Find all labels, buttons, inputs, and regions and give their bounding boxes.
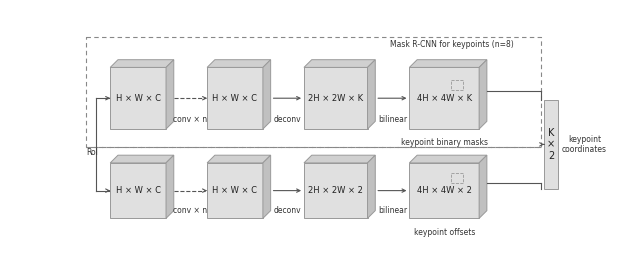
Polygon shape [410,60,487,67]
Text: K
×
2: K × 2 [547,128,556,161]
Text: H × W × C: H × W × C [116,186,161,195]
Polygon shape [304,67,367,129]
Polygon shape [367,155,375,218]
Polygon shape [110,163,166,218]
Text: H × W × C: H × W × C [212,94,257,103]
Polygon shape [207,163,263,218]
Polygon shape [263,60,271,129]
Bar [86,37,541,147]
Text: 4H × 4W × K: 4H × 4W × K [417,94,472,103]
Polygon shape [110,67,166,129]
Text: RoI: RoI [86,148,98,157]
Text: deconv: deconv [273,206,301,215]
Polygon shape [110,60,174,67]
Bar [451,173,463,183]
Text: bilinear: bilinear [378,115,407,124]
Polygon shape [263,155,271,218]
Text: conv × n: conv × n [173,206,207,215]
Bar [451,80,463,90]
Text: keypoint binary masks: keypoint binary masks [401,138,488,147]
Polygon shape [410,163,479,218]
Text: Mask R-CNN for keypoints (n=8): Mask R-CNN for keypoints (n=8) [390,40,514,49]
Polygon shape [166,155,174,218]
Text: H × W × C: H × W × C [116,94,161,103]
Polygon shape [304,155,375,163]
Polygon shape [410,155,487,163]
Polygon shape [479,60,487,129]
Text: 2H × 2W × 2: 2H × 2W × 2 [308,186,363,195]
Polygon shape [304,163,367,218]
Text: conv × n: conv × n [173,115,207,124]
Text: H × W × C: H × W × C [212,186,257,195]
Polygon shape [304,60,375,67]
Text: keypoint offsets: keypoint offsets [413,228,475,237]
Polygon shape [207,67,263,129]
Polygon shape [110,155,174,163]
Text: keypoint
coordinates: keypoint coordinates [562,135,607,154]
Polygon shape [367,60,375,129]
Polygon shape [479,155,487,218]
Text: 4H × 4W × 2: 4H × 4W × 2 [417,186,472,195]
Polygon shape [410,67,479,129]
Text: deconv: deconv [273,115,301,124]
Polygon shape [207,155,271,163]
Text: 2H × 2W × K: 2H × 2W × K [308,94,364,103]
Bar [544,100,558,189]
Polygon shape [207,60,271,67]
Text: bilinear: bilinear [378,206,407,215]
Polygon shape [166,60,174,129]
